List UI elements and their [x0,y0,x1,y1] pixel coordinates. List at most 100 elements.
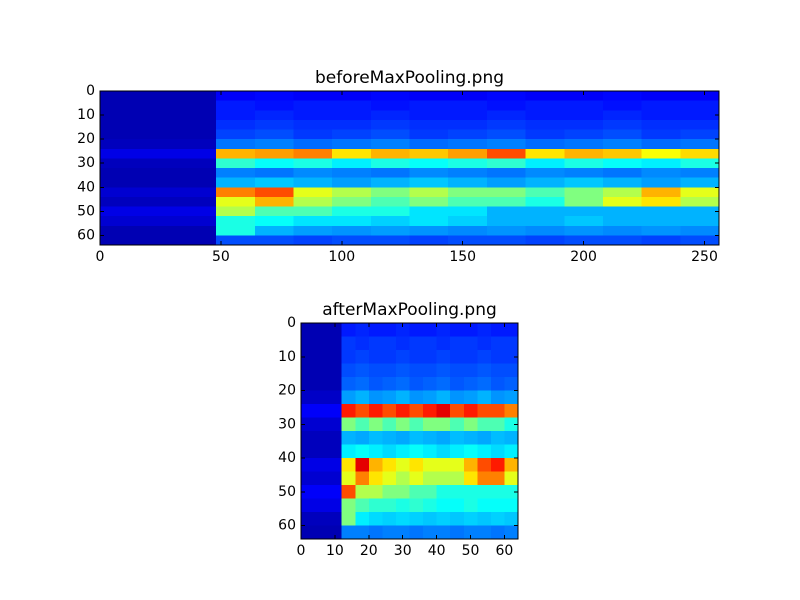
heatmap-cell [450,336,465,351]
heatmap-cell [138,100,178,111]
heatmap-cell [504,363,519,378]
heatmap-cell [254,119,295,131]
heatmap-cell [564,129,604,140]
heatmap-cell [490,431,506,446]
heatmap-cell [680,119,720,131]
heatmap-cell [641,225,681,236]
heatmap-cell [293,100,333,111]
heatmap-cell [301,377,316,392]
heatmap-cell [477,350,492,365]
heatmap-cell [100,225,140,236]
heatmap-cell [254,177,295,188]
heatmap-cell [254,168,295,179]
heatmap-cell [301,350,316,365]
heatmap-cell [138,110,178,121]
heatmap-cell [463,431,478,446]
heatmap-cell [641,158,681,169]
heatmap-cell [463,336,478,351]
heatmap-cell [355,377,370,392]
x-tick-label: 0 [96,249,105,265]
heatmap-cell [448,158,488,169]
heatmap-cell [490,377,506,392]
heatmap-cell [314,390,329,405]
heatmap-cell [293,196,333,208]
heatmap-cell [680,177,720,188]
heatmap-cell [641,119,681,131]
heatmap-cell [490,336,506,351]
heatmap-cell [216,225,256,236]
heatmap-cell [525,216,565,227]
heatmap-cell [490,471,506,486]
heatmap-cell [450,390,465,405]
heatmap-cell [463,512,478,527]
heatmap-cell [254,100,295,111]
heatmap-cell [138,168,178,179]
heatmap-cell [216,148,256,159]
heatmap-cell [477,512,492,527]
y-tick-label: 30 [77,155,95,171]
heatmap-cell [486,110,527,121]
heatmap-cell [436,377,451,392]
y-tick-label: 0 [287,315,296,331]
heatmap-cell [436,323,451,338]
heatmap-cell [477,363,492,378]
heatmap-cell [448,216,488,227]
heatmap-cell [448,148,488,159]
heatmap-cell [409,100,449,111]
heatmap-cell [100,177,140,188]
heatmap-cell [564,235,604,246]
heatmap-cell [409,177,449,188]
heatmap-cell [370,168,411,179]
heatmap-cell [293,187,333,198]
heatmap-cell [254,206,295,217]
heatmap-cell [423,404,438,419]
y-tick-label: 30 [278,416,296,432]
y-tick-label: 60 [278,518,296,534]
heatmap-cell [490,498,506,513]
heatmap-cell [382,431,397,446]
heatmap-cell [641,129,681,140]
heatmap-cell [409,525,424,540]
heatmap-cell [314,350,329,365]
heatmap-cell [341,350,356,365]
heatmap-cell [448,100,488,111]
heatmap-cell [355,444,370,459]
heatmap-cell [100,168,140,179]
heatmap-cell [436,417,451,432]
heatmap-cell [436,350,451,365]
heatmap-cell [355,498,370,513]
heatmap-cell [341,404,356,419]
heatmap-cell [177,110,217,121]
heatmap-cell [328,431,343,446]
heatmap-cell [463,363,478,378]
heatmap-cell [486,139,527,150]
heatmap-cell [564,100,604,111]
heatmap-cell [301,498,316,513]
heatmap-cell [409,417,424,432]
heatmap-cell [641,91,681,102]
heatmap-cell [177,187,217,198]
heatmap-cell [314,363,329,378]
heatmap-cell [370,196,411,208]
heatmap-cell [448,119,488,131]
heatmap-cell [450,444,465,459]
heatmap-cell [138,177,178,188]
heatmap-cell [450,471,465,486]
heatmap-cell [564,158,604,169]
heatmap-cell [409,350,424,365]
heatmap-cell [216,139,256,150]
heatmap-cell [641,235,681,246]
heatmap-cell [395,336,411,351]
heatmap-cell [177,148,217,159]
heatmap-cell [368,390,383,405]
heatmap-cell [216,158,256,169]
heatmap-cell [450,404,465,419]
heatmap-cell [370,139,411,150]
heatmap-cell [486,119,527,131]
x-tick-label: 60 [496,543,514,559]
heatmap-cell [395,417,411,432]
heatmap-cell [409,91,449,102]
heatmap-cell [138,91,178,102]
heatmap-cell [504,431,519,446]
